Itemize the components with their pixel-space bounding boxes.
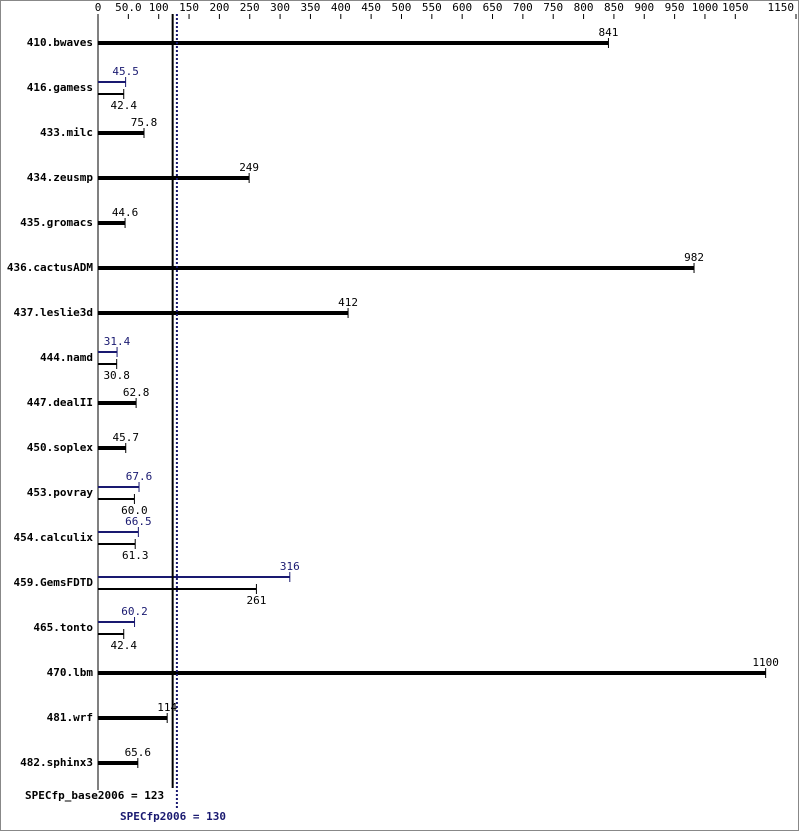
x-tick-label: 250 (240, 1, 260, 14)
value-label: 60.2 (121, 605, 148, 618)
category-label: 436.cactusADM (7, 261, 93, 274)
category-label: 450.soplex (27, 441, 94, 454)
x-tick-label: 300 (270, 1, 290, 14)
reference-label: SPECfp2006 = 130 (120, 810, 226, 823)
value-label: 65.6 (125, 746, 152, 759)
value-label: 66.5 (125, 515, 152, 528)
category-label: 454.calculix (14, 531, 94, 544)
value-label: 982 (684, 251, 704, 264)
category-label: 433.milc (40, 126, 93, 139)
value-label: 841 (599, 26, 619, 39)
value-label: 62.8 (123, 386, 150, 399)
value-label: 44.6 (112, 206, 139, 219)
x-tick-label: 500 (392, 1, 412, 14)
category-label: 453.povray (27, 486, 94, 499)
category-label: 470.lbm (47, 666, 94, 679)
x-tick-label: 550 (422, 1, 442, 14)
x-tick-label: 750 (543, 1, 563, 14)
x-tick-label: 950 (665, 1, 685, 14)
x-tick-label: 150 (179, 1, 199, 14)
x-tick-label: 1000 (692, 1, 719, 14)
value-label: 412 (338, 296, 358, 309)
value-label: 261 (246, 594, 266, 607)
value-label: 1100 (752, 656, 779, 669)
category-label: 459.GemsFDTD (14, 576, 94, 589)
value-label: 316 (280, 560, 300, 573)
x-tick-label: 200 (209, 1, 229, 14)
value-label: 249 (239, 161, 259, 174)
value-label: 45.5 (112, 65, 139, 78)
value-label: 61.3 (122, 549, 149, 562)
x-tick-label: 800 (574, 1, 594, 14)
x-tick-label: 1050 (722, 1, 749, 14)
category-label: 434.zeusmp (27, 171, 94, 184)
x-tick-label: 0 (95, 1, 102, 14)
value-label: 45.7 (112, 431, 139, 444)
x-tick-label: 650 (483, 1, 503, 14)
category-label: 447.dealII (27, 396, 93, 409)
value-label: 42.4 (110, 99, 137, 112)
value-label: 30.8 (103, 369, 130, 382)
x-tick-label: 600 (452, 1, 472, 14)
x-tick-label: 350 (300, 1, 320, 14)
category-label: 482.sphinx3 (20, 756, 93, 769)
value-label: 42.4 (110, 639, 137, 652)
x-tick-label: 100 (149, 1, 169, 14)
category-label: 444.namd (40, 351, 93, 364)
category-label: 465.tonto (33, 621, 93, 634)
x-tick-label: 900 (634, 1, 654, 14)
value-label: 60.0 (121, 504, 148, 517)
x-tick-label: 1150 (768, 1, 795, 14)
value-label: 67.6 (126, 470, 153, 483)
x-tick-label: 400 (331, 1, 351, 14)
category-label: 435.gromacs (20, 216, 93, 229)
category-label: 437.leslie3d (14, 306, 93, 319)
x-tick-label: 700 (513, 1, 533, 14)
value-label: 31.4 (104, 335, 131, 348)
reference-label: SPECfp_base2006 = 123 (25, 789, 164, 802)
category-label: 481.wrf (47, 711, 93, 724)
category-label: 410.bwaves (27, 36, 93, 49)
x-tick-label: 850 (604, 1, 624, 14)
value-label: 114 (157, 701, 177, 714)
x-tick-label: 450 (361, 1, 381, 14)
value-label: 75.8 (131, 116, 158, 129)
category-label: 416.gamess (27, 81, 93, 94)
x-tick-label: 50.0 (115, 1, 142, 14)
